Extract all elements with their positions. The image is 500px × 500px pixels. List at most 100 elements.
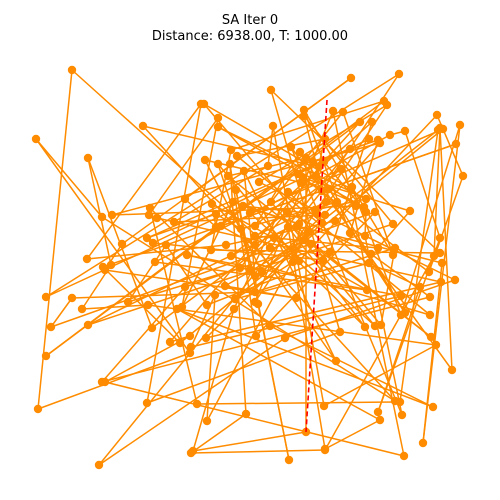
city-point — [330, 216, 340, 226]
city-point — [308, 157, 318, 167]
city-point — [202, 300, 212, 310]
city-point — [250, 231, 260, 241]
city-point — [232, 151, 242, 161]
city-point — [335, 327, 345, 337]
city-point — [355, 117, 365, 127]
city-point — [295, 147, 305, 157]
city-point — [230, 294, 240, 304]
route-edge — [303, 109, 352, 190]
city-point — [211, 209, 221, 219]
city-point — [265, 321, 275, 331]
city-point — [301, 153, 311, 163]
route-edge — [243, 170, 337, 362]
route-edge — [249, 128, 444, 214]
route-edge — [273, 237, 366, 328]
city-point — [239, 166, 249, 176]
city-point — [145, 203, 155, 213]
city-point — [284, 455, 294, 465]
route-edge — [272, 125, 325, 407]
city-point — [425, 310, 435, 320]
city-point — [142, 233, 152, 243]
route-edge — [215, 213, 242, 230]
city-point — [67, 65, 77, 75]
city-point — [33, 404, 43, 414]
route-edge — [45, 177, 304, 298]
route-edge — [179, 128, 444, 344]
city-point — [299, 105, 309, 115]
city-point — [221, 240, 231, 250]
city-point — [320, 210, 330, 220]
city-point — [98, 262, 108, 272]
city-point — [362, 285, 372, 295]
city-point — [83, 320, 93, 330]
route-edge — [101, 286, 186, 383]
city-point — [226, 251, 236, 261]
city-point — [299, 111, 309, 121]
route-edge — [296, 225, 443, 264]
city-point — [245, 265, 255, 275]
city-point — [97, 212, 107, 222]
city-point — [359, 202, 369, 212]
city-point — [400, 308, 410, 318]
route-edge — [148, 117, 219, 216]
city-point — [399, 451, 409, 461]
city-point — [161, 240, 171, 250]
city-point — [324, 184, 334, 194]
city-point — [360, 231, 370, 241]
route-edge — [102, 266, 181, 344]
city-point — [367, 117, 377, 127]
city-point — [226, 145, 236, 155]
city-point — [451, 139, 461, 149]
city-point — [250, 271, 260, 281]
city-points — [31, 65, 468, 470]
city-point — [269, 233, 279, 243]
city-point — [250, 240, 260, 250]
city-point — [336, 164, 346, 174]
city-point — [223, 171, 233, 181]
route-edge — [298, 114, 438, 262]
city-point — [210, 290, 220, 300]
city-point — [382, 100, 392, 110]
chart-subtitle: Distance: 6938.00, T: 1000.00 — [151, 29, 349, 44]
city-point — [394, 69, 404, 79]
city-point — [77, 304, 87, 314]
route-edge — [236, 138, 326, 157]
city-point — [397, 410, 407, 420]
city-point — [220, 281, 230, 291]
city-point — [450, 275, 460, 285]
city-point — [46, 322, 56, 332]
city-point — [346, 184, 356, 194]
route-edge — [104, 381, 405, 457]
city-point — [283, 222, 293, 232]
city-point — [375, 415, 385, 425]
city-point — [303, 227, 313, 237]
route-edge — [267, 125, 274, 167]
city-point — [142, 398, 152, 408]
route-edge — [149, 207, 198, 405]
city-point — [331, 356, 341, 366]
city-point — [447, 365, 457, 375]
city-point — [286, 142, 296, 152]
city-point — [428, 402, 438, 412]
route-edge — [37, 69, 73, 410]
city-point — [150, 257, 160, 267]
city-point — [213, 113, 223, 123]
route-edge — [71, 69, 271, 249]
city-point — [288, 257, 298, 267]
route-edge — [102, 143, 457, 268]
route-edge — [205, 281, 442, 339]
city-point — [455, 120, 465, 130]
route-edge — [323, 344, 437, 407]
route-edge — [173, 165, 269, 223]
route-edge — [258, 104, 388, 183]
route-edge — [249, 212, 376, 327]
city-point — [172, 304, 182, 314]
city-point — [250, 287, 260, 297]
city-point — [235, 263, 245, 273]
route-edge — [324, 419, 381, 450]
city-point — [292, 221, 302, 231]
route-edge — [404, 130, 441, 239]
city-point — [265, 243, 275, 253]
route-edge — [328, 188, 406, 314]
city-point — [432, 110, 442, 120]
